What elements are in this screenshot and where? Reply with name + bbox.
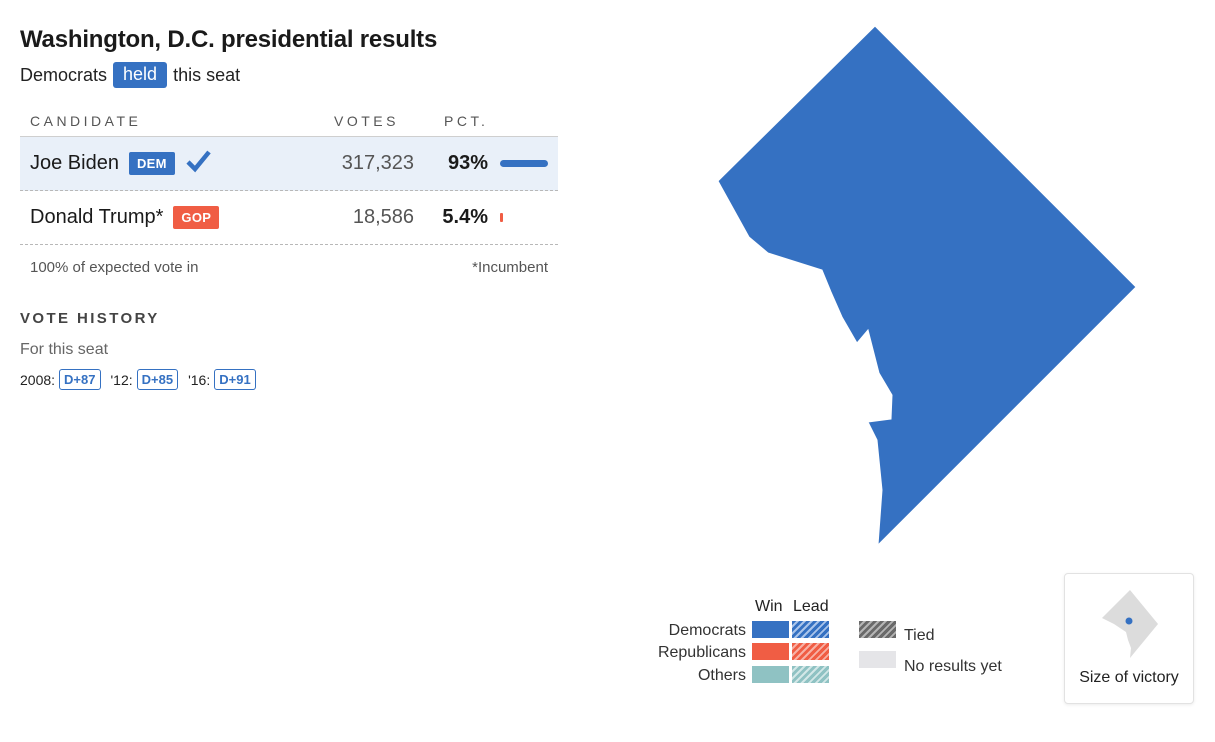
vote-share-bar <box>500 160 548 167</box>
vote-history-title: VOTE HISTORY <box>20 310 160 327</box>
seat-status-party: Democrats <box>20 64 108 85</box>
dc-outline-icon <box>1102 590 1158 658</box>
table-row-trump: Donald Trump* GOP 18,586 5.4% <box>20 191 558 245</box>
results-table: CANDIDATE VOTES PCT. Joe Biden DEM 317,3… <box>20 106 558 276</box>
history-margin-badge: D+91 <box>214 369 256 390</box>
history-year: 2008: <box>20 371 56 388</box>
column-header-votes: VOTES <box>334 113 399 129</box>
vote-count: 317,323 <box>341 152 414 174</box>
seat-status: Democrats held this seat <box>20 62 558 88</box>
vote-count: 18,586 <box>352 206 414 228</box>
legend-win-header: Win <box>755 598 783 615</box>
vote-history-list: 2008: D+87 '12: D+85 '16: D+91 <box>20 369 558 390</box>
history-year: '16: <box>188 371 211 388</box>
page-title: Washington, D.C. presidential results <box>20 26 438 53</box>
legend-swatch-oth-lead <box>792 666 829 683</box>
legend-lead-header: Lead <box>793 598 829 615</box>
legend-swatch-oth-win <box>752 666 789 683</box>
legend-label-republicans: Republicans <box>657 644 746 661</box>
party-badge-dem: DEM <box>128 152 175 175</box>
legend-label-tied: Tied <box>904 627 935 644</box>
table-footer: 100% of expected vote in *Incumbent <box>20 245 558 276</box>
history-margin-badge: D+87 <box>59 369 101 390</box>
seat-status-pill: held <box>113 62 168 88</box>
legend-label-others: Others <box>697 667 746 684</box>
vote-share-bar <box>500 213 503 222</box>
history-year: '12: <box>110 371 133 388</box>
history-margin-badge: D+85 <box>136 369 179 390</box>
seat-status-suffix: this seat <box>173 64 241 85</box>
reporting-status: 100% of expected vote in <box>30 259 199 276</box>
table-row-biden: Joe Biden DEM 317,323 93% <box>20 137 558 191</box>
dc-map-shape[interactable] <box>717 25 1137 547</box>
results-panel: Washington, D.C. presidential results De… <box>20 26 558 390</box>
candidate-name: Donald Trump* <box>30 206 164 228</box>
party-badge-gop: GOP <box>173 206 220 229</box>
legend-swatch-dem-win <box>752 621 789 638</box>
legend-swatch-rep-win <box>752 643 789 660</box>
checkmark-icon <box>186 150 211 172</box>
table-header: CANDIDATE VOTES PCT. <box>20 106 558 137</box>
size-of-victory-label: Size of victory <box>1079 669 1179 686</box>
vote-percent: 93% <box>447 152 488 174</box>
dc-results-map <box>717 25 1137 547</box>
legend-label-democrats: Democrats <box>668 622 746 639</box>
vote-percent: 5.4% <box>442 206 488 228</box>
legend-swatch-no-results <box>859 651 896 668</box>
size-of-victory-button[interactable]: Size of victory <box>1064 573 1194 704</box>
legend-swatch-dem-lead <box>792 621 829 638</box>
legend-swatch-rep-lead <box>792 643 829 660</box>
legend-swatch-tied <box>859 621 896 638</box>
legend-label-no-results: No results yet <box>904 658 1002 675</box>
column-header-candidate: CANDIDATE <box>30 113 142 129</box>
vote-history-subtitle: For this seat <box>20 341 109 358</box>
incumbent-note: *Incumbent <box>472 259 548 276</box>
candidate-name: Joe Biden <box>30 152 119 174</box>
column-header-pct: PCT. <box>444 113 489 129</box>
